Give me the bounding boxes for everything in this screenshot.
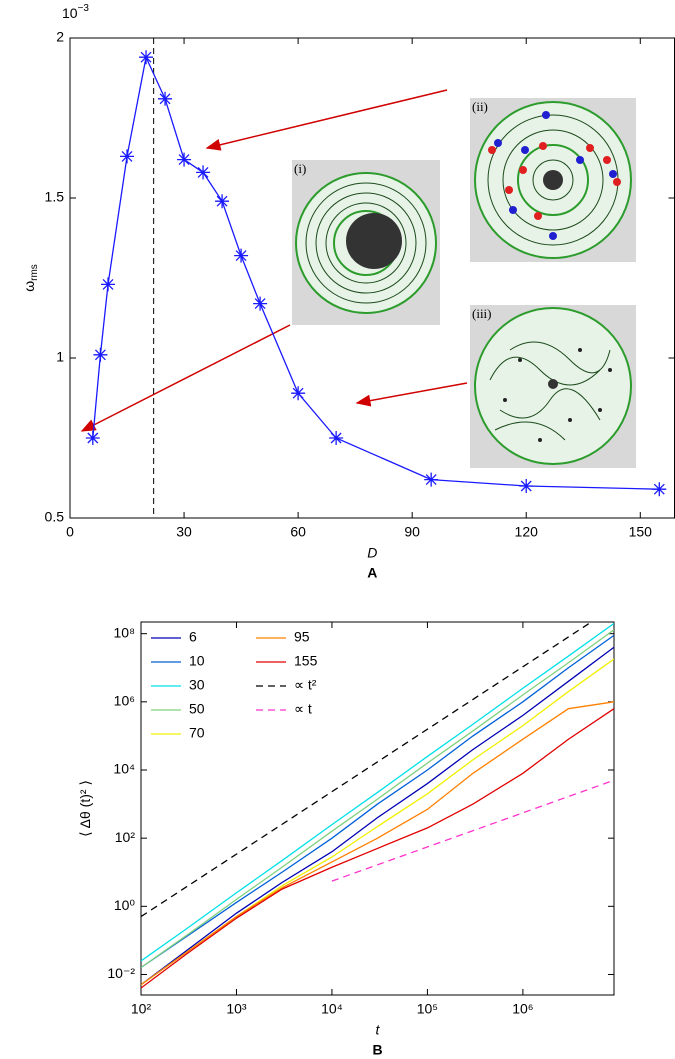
marker: [158, 91, 173, 106]
x-tick-label: 10²: [131, 1001, 152, 1017]
data-line: [92, 55, 660, 490]
y-multiplier-base: 10: [62, 5, 78, 21]
marker: [196, 165, 211, 180]
panel-label: B: [372, 1042, 382, 1058]
y-tick-label: 10²: [115, 829, 136, 845]
chart: 10² 10³ 10⁴ 10⁵ 10⁶ 10⁻² 10⁰ 10² 10⁴ 10⁶ 10⁸ tB ⟨ Δθ…: [77, 621, 615, 1058]
y-axis-label-main: ⟨ Δθ (t)² ⟩: [77, 780, 93, 837]
y-tick-label: 1.5: [45, 189, 65, 205]
panel-label: A: [367, 565, 377, 581]
inset-i: (i): [292, 160, 440, 325]
data-line: [141, 622, 614, 962]
marker: [85, 431, 100, 445]
arrows: [80, 89, 468, 432]
legend-label: 95: [294, 629, 310, 645]
x-tick-label: 10⁵: [417, 1001, 438, 1017]
data-line: [331, 779, 614, 882]
marker: [177, 152, 192, 167]
x-tick-label: 10⁴: [321, 1001, 343, 1017]
x-tick-label: 30: [176, 524, 192, 540]
x-tick-label: 10⁶: [512, 1001, 533, 1017]
x-tick-label: 90: [404, 524, 420, 540]
data-line: [141, 646, 614, 986]
plot-area: [85, 38, 667, 518]
legend-label: ∝ t: [294, 701, 312, 717]
marker: [329, 431, 344, 445]
x-tick-label: 60: [290, 524, 306, 540]
data-line: [141, 629, 614, 969]
x-tick-label: 0: [66, 524, 74, 540]
x-axis-label: D: [367, 545, 377, 561]
insets: (i) (ii) (iii): [292, 98, 636, 468]
inset-ii: (ii): [470, 98, 636, 262]
x-tick-label: 10³: [226, 1001, 247, 1017]
marker: [101, 277, 116, 292]
marker: [234, 248, 249, 263]
marker: [291, 386, 306, 401]
data-line: [141, 701, 614, 986]
marker: [120, 149, 135, 164]
y-axis-label-main: ω: [21, 281, 37, 292]
legend-label: 30: [189, 677, 205, 693]
plot-area: [141, 622, 614, 989]
y-tick-label: 2: [56, 29, 64, 45]
y-axis-label-sub: rms: [29, 264, 40, 281]
y-tick-label: 1: [56, 349, 64, 365]
data-line: [141, 622, 593, 918]
y-tick-label: 10⁴: [113, 761, 135, 777]
inset-label: (i): [294, 161, 306, 176]
legend-label: 155: [294, 653, 318, 669]
y-tick-label: 10⁸: [114, 624, 136, 640]
y-multiplier-exponent: −3: [78, 3, 90, 14]
y-axis-label: ⟨ Δθ (t)² ⟩: [77, 780, 93, 837]
y-tick-label: 0.5: [45, 509, 65, 525]
y-multiplier: 10−3: [62, 3, 89, 21]
marker: [139, 50, 154, 65]
plot-frame: [140, 621, 615, 996]
data-line: [141, 634, 614, 969]
x-tick-label: 120: [515, 524, 539, 540]
legend-label: 50: [189, 701, 205, 717]
x-axis-label: t: [376, 1022, 381, 1038]
marker: [652, 482, 667, 497]
inset-label: (iii): [472, 306, 492, 321]
marker: [253, 296, 268, 311]
y-tick-label: 10⁰: [114, 897, 136, 913]
legend-label: ∝ t²: [294, 677, 317, 693]
marker: [424, 472, 439, 487]
x-tick-label: 150: [629, 524, 653, 540]
y-tick-label: 10⁻²: [107, 965, 135, 981]
legend-label: 10: [189, 653, 205, 669]
marker: [215, 194, 230, 209]
y-axis-label: ωrms: [21, 264, 40, 292]
data-line: [141, 708, 614, 989]
legend-label: 6: [189, 629, 197, 645]
legend-label: 70: [189, 725, 205, 741]
inset-iii: (iii): [470, 305, 636, 468]
y-tick-label: 10⁶: [114, 693, 135, 709]
marker: [93, 347, 108, 362]
inset-label: (ii): [472, 99, 488, 114]
marker: [519, 479, 534, 493]
